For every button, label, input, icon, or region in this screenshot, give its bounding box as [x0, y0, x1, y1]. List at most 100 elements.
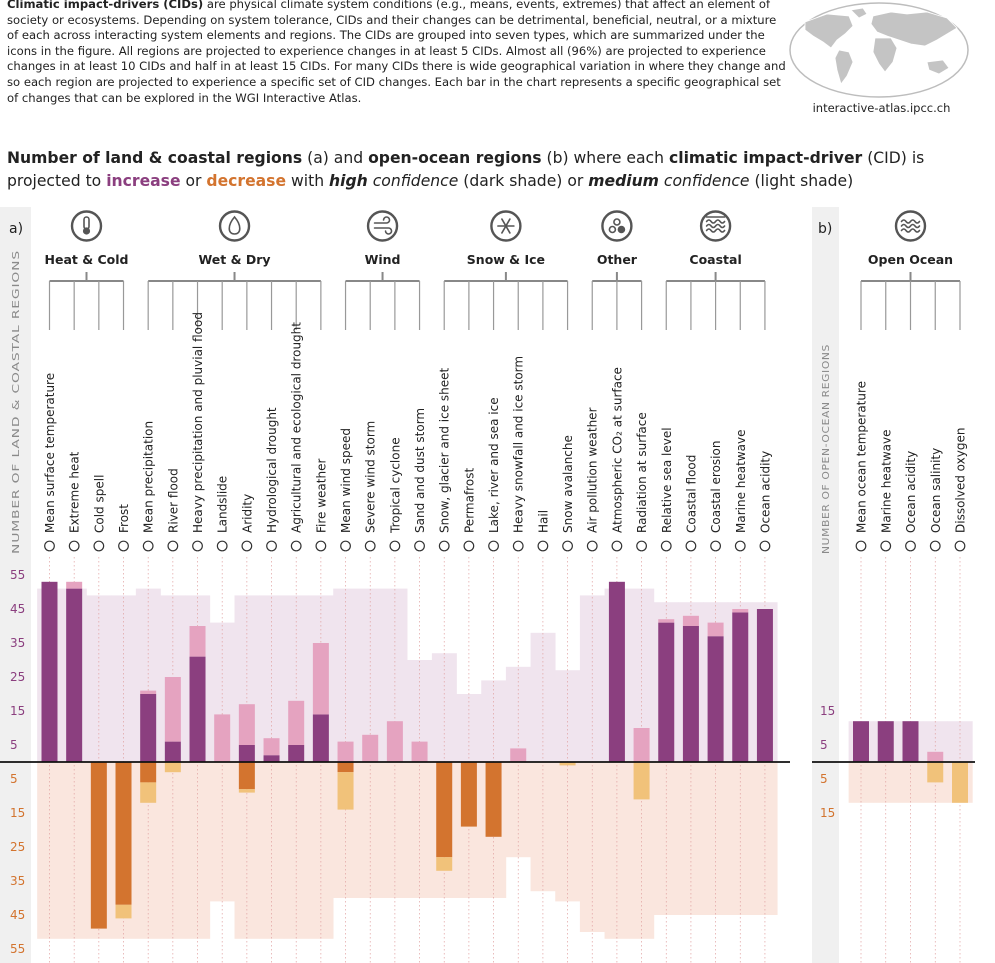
bar-decrease-high — [115, 762, 132, 905]
category-label: Snow, glacier and ice sheet — [438, 367, 452, 533]
other-dot — [613, 218, 621, 226]
bar-decrease-medium — [238, 789, 255, 793]
bar-decrease-high — [238, 762, 255, 790]
category-marker — [855, 540, 867, 552]
category-marker — [611, 540, 623, 552]
bar-increase-medium — [337, 741, 354, 762]
other-cids-icon[interactable] — [601, 210, 633, 242]
y-tick-label: 15 — [820, 704, 835, 718]
category-marker — [734, 540, 746, 552]
heading-medium: medium — [588, 172, 659, 190]
category-label: Heavy precipitation and pluvial flood — [191, 312, 205, 533]
bar-increase-high — [732, 612, 749, 762]
y-tick-label: 15 — [10, 806, 25, 820]
category-label: Extreme heat — [68, 451, 82, 533]
water-drop-icon[interactable] — [218, 210, 251, 242]
category-marker — [241, 540, 253, 552]
other-dot — [608, 225, 617, 234]
y-tick-label: 35 — [10, 874, 25, 888]
thermometer-icon-ring — [70, 210, 103, 242]
bar-increase-medium — [386, 721, 403, 762]
heading-part: confidence — [367, 172, 459, 190]
thermometer-icon[interactable] — [70, 210, 103, 242]
category-label: Radiation at surface — [635, 412, 649, 533]
wind-line — [373, 227, 393, 235]
bar-decrease-medium — [559, 762, 576, 766]
category-marker — [118, 540, 129, 552]
y-tick-label: 35 — [10, 636, 25, 650]
category-marker — [463, 540, 475, 552]
category-marker — [660, 540, 672, 552]
bar-increase-high — [902, 721, 919, 762]
category-marker — [537, 540, 549, 552]
open-ocean-icon[interactable] — [894, 210, 927, 242]
category-label: Mean wind speed — [339, 428, 353, 533]
coastal-icon[interactable] — [699, 210, 732, 242]
panel-label: b) — [818, 221, 832, 237]
group-wet-dry: Wet & Dry — [147, 210, 322, 330]
wind-icon[interactable] — [366, 210, 399, 242]
category-label: Frost — [117, 504, 131, 533]
category-marker — [389, 540, 401, 552]
y-tick-label: 25 — [10, 670, 25, 684]
category-label: River flood — [166, 468, 180, 533]
heading-part: with — [286, 172, 330, 190]
bar-decrease-high — [460, 762, 477, 827]
intro-paragraph: Climatic impact-drivers (CIDs) are physi… — [7, 0, 789, 106]
bar-increase-high — [66, 588, 83, 762]
category-label: Atmospheric CO₂ at surface — [610, 367, 624, 533]
y-tick-label: 25 — [10, 840, 25, 854]
group-coastal: Coastal — [665, 210, 766, 330]
bar-increase-high — [140, 694, 157, 762]
category-label: Marine heatwave — [734, 430, 748, 533]
bar-increase-medium — [312, 643, 329, 715]
category-marker — [44, 540, 55, 552]
bar-increase-high — [41, 581, 58, 762]
panel-label: a) — [9, 221, 23, 237]
category-label: Snow avalanche — [561, 435, 575, 533]
category-marker — [192, 540, 203, 552]
bar-decrease-high — [337, 762, 354, 773]
category-marker — [216, 540, 228, 552]
snowflake-icon[interactable] — [490, 210, 522, 242]
bar-increase-medium — [707, 622, 724, 637]
category-label: Landslide — [216, 476, 230, 533]
bar-increase-medium — [658, 619, 675, 623]
heading-part: (a) and — [302, 149, 369, 167]
category-marker — [636, 540, 647, 552]
heading-part: (light shade) — [749, 172, 854, 190]
possible-decrease-envelope — [209, 762, 235, 902]
category-label: Sand and dust storm — [413, 408, 427, 533]
bar-increase-high — [312, 714, 329, 762]
bar-increase-medium — [510, 748, 527, 762]
category-marker — [929, 540, 941, 552]
bar-increase-medium — [140, 690, 157, 694]
bar-increase-medium — [633, 728, 650, 762]
y-tick-label: 15 — [820, 806, 835, 820]
group-name: Other — [597, 252, 638, 267]
group-snow-ice: Snow & Ice — [443, 210, 569, 330]
category-marker — [290, 540, 302, 552]
category-label: Cold spell — [92, 475, 106, 533]
map-caption[interactable]: interactive-atlas.ipcc.ch — [812, 101, 951, 115]
bar-increase-medium — [288, 700, 305, 745]
bar-decrease-medium — [952, 762, 968, 803]
category-marker — [93, 540, 105, 552]
wave-line — [900, 219, 921, 224]
heading-decrease: decrease — [206, 172, 287, 190]
possible-increase-envelope — [431, 653, 457, 762]
bar-increase-medium — [66, 581, 83, 589]
y-tick-label: 45 — [10, 602, 25, 616]
group-heat-cold: Heat & Cold — [45, 210, 128, 330]
y-axis-label: NUMBER OF LAND & COASTAL REGIONS — [11, 250, 22, 554]
category-label: Permafrost — [462, 468, 476, 533]
bar-increase-medium — [927, 751, 944, 762]
world-map-icon[interactable] — [787, 0, 972, 100]
bar-increase-high — [877, 721, 894, 762]
heading-part: Number of land & coastal regions — [7, 149, 303, 167]
category-marker — [340, 540, 351, 552]
figure-heading: Number of land & coastal regions (a) and… — [7, 147, 992, 193]
group-open-ocean: Open Ocean — [860, 210, 961, 330]
group-wind: Wind — [344, 210, 421, 330]
